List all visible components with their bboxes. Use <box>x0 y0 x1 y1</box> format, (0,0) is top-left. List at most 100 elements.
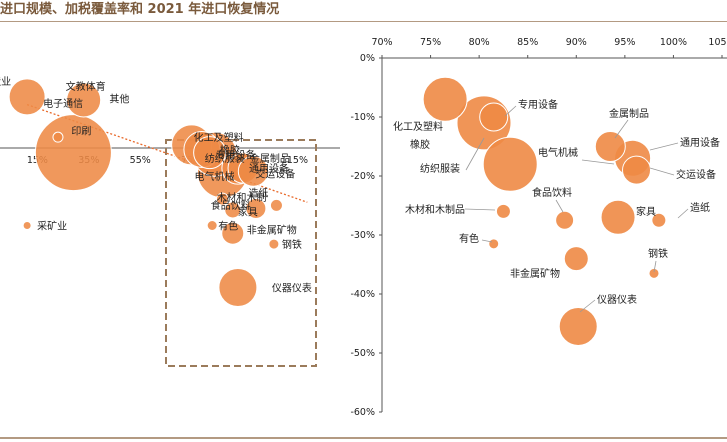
leader-line <box>581 159 615 165</box>
point-label: 纺织服装 <box>205 152 245 165</box>
x-tick-label: 95% <box>614 37 635 48</box>
chart-left: 15%35%55%75%95%115%医药制造业文教体育其他电子通信印刷化工及塑… <box>0 75 340 367</box>
y-tick-label: -10% <box>350 112 375 123</box>
bubble <box>555 210 575 230</box>
x-tick-label: 70% <box>371 37 392 48</box>
point-label: 有色 <box>459 232 479 245</box>
y-tick-label: -40% <box>350 289 375 300</box>
x-tick-label: 90% <box>566 37 587 48</box>
y-tick-label: -50% <box>350 348 375 359</box>
point-label: 纺织服装 <box>420 162 460 175</box>
leader-line <box>614 119 629 139</box>
point-label: 印刷 <box>71 126 91 138</box>
point-label: 钢铁 <box>648 247 668 260</box>
x-tick-label: 55% <box>130 155 151 166</box>
point-label: 橡胶 <box>410 138 430 151</box>
point-label: 钢铁 <box>282 238 302 251</box>
leader-line <box>653 260 657 273</box>
highlight-box <box>165 139 317 367</box>
point-label: 交运设备 <box>676 168 716 181</box>
point-label: 木材和木制品 <box>405 203 465 216</box>
leader-line <box>504 105 517 117</box>
bubble <box>495 203 511 219</box>
point-label: 医药制造业 <box>0 75 11 88</box>
bubble <box>52 131 64 143</box>
bubble <box>8 78 46 116</box>
bubble <box>563 246 589 272</box>
point-label: 通用设备 <box>680 136 720 149</box>
leader-line <box>649 142 679 151</box>
bubble <box>66 82 102 118</box>
bubble <box>237 155 269 187</box>
point-label: 造纸 <box>690 201 710 214</box>
bubble <box>193 136 227 170</box>
point-label: 非金属矿物 <box>247 223 297 236</box>
y-tick-label: 0% <box>360 53 375 64</box>
bubble <box>594 131 626 162</box>
page-title: 进口规模、加税覆盖率和 2021 年进口恢复情况 <box>0 2 280 17</box>
title-divider <box>0 21 727 22</box>
y-tick-label: -30% <box>350 230 375 241</box>
point-label: 采矿业 <box>37 220 67 233</box>
point-label: 化工及塑料 <box>393 120 443 133</box>
bubble <box>648 267 660 279</box>
point-label: 电气机械 <box>194 170 234 183</box>
point-label: 交运设备 <box>255 167 295 180</box>
point-label: 专用设备 <box>216 149 256 162</box>
bubble <box>558 306 598 346</box>
x-tick-label: 85% <box>517 37 538 48</box>
leader-line <box>555 199 564 213</box>
leader-line <box>677 208 689 219</box>
point-label: 化工及塑料 <box>194 131 244 144</box>
leader-line <box>649 167 675 176</box>
x-tick-label: 100% <box>660 37 687 48</box>
point-label: 仪器仪表 <box>272 282 312 295</box>
bubble <box>268 238 280 250</box>
x-tick-label: 75% <box>420 37 441 48</box>
point-label: 非金属矿物 <box>510 267 560 280</box>
bubble <box>622 155 652 185</box>
leader-line <box>465 137 485 171</box>
bubble <box>215 192 229 206</box>
bubble <box>269 198 283 212</box>
bubble <box>224 201 242 219</box>
point-label: 橡胶 <box>220 144 240 157</box>
y-tick-label: -20% <box>350 171 375 182</box>
point-label: 家具 <box>636 205 656 218</box>
point-label: 家具 <box>238 205 258 218</box>
point-label: 电子通信 <box>43 97 83 110</box>
bottom-divider <box>0 437 727 439</box>
bubble <box>422 76 468 122</box>
bubble <box>206 220 218 231</box>
point-label: 其他 <box>109 93 129 106</box>
x-tick-label: 115% <box>281 155 308 166</box>
bubble <box>245 197 267 219</box>
point-label: 有色 <box>218 220 238 233</box>
leader-line <box>464 208 496 211</box>
point-label: 通用设备 <box>249 162 289 175</box>
bubble <box>22 221 32 230</box>
leader-line <box>481 239 493 243</box>
y-tick-label: -60% <box>350 407 375 418</box>
x-tick-label: 80% <box>469 37 490 48</box>
bubble <box>221 221 245 245</box>
point-label: 电气机械 <box>538 146 578 159</box>
leader-line <box>579 299 596 313</box>
x-tick-label: 105% <box>708 37 727 48</box>
bubble <box>651 212 667 228</box>
point-label: 金属制品 <box>609 107 649 120</box>
bubble <box>482 136 538 192</box>
bubble <box>600 199 636 235</box>
point-label: 造纸 <box>248 186 268 199</box>
point-label: 仪器仪表 <box>597 293 637 306</box>
bubble <box>479 102 509 132</box>
point-label: 文教体育 <box>66 80 106 93</box>
point-label: 专用设备 <box>518 98 558 111</box>
bubble <box>218 268 258 307</box>
point-label: 金属制品 <box>250 152 290 165</box>
bubble <box>488 238 500 250</box>
point-label: 木材和木制 <box>216 191 266 204</box>
point-label: 食品饮料 <box>211 199 251 212</box>
point-label: 食品饮料 <box>532 186 572 199</box>
